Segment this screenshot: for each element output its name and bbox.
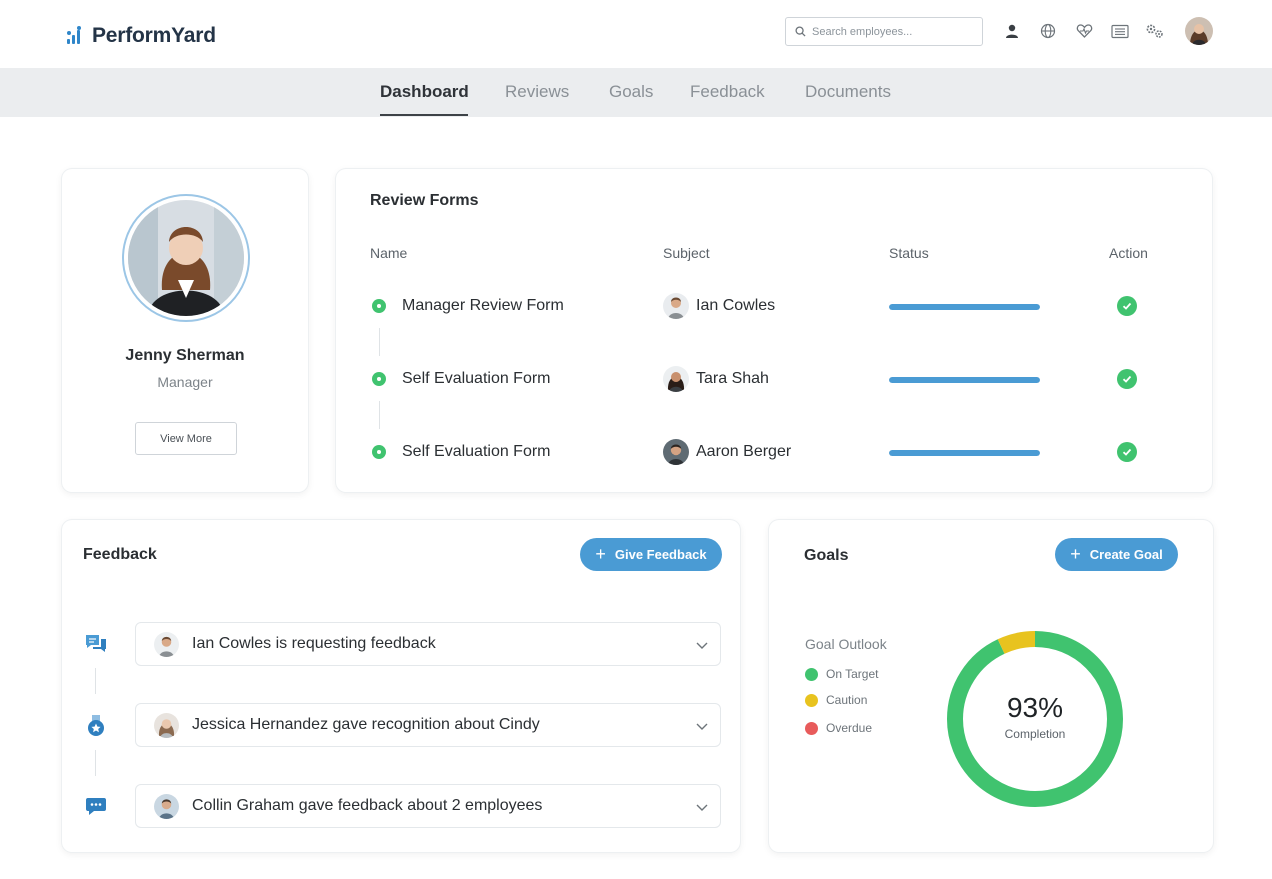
active-tab-indicator [380, 114, 468, 116]
legend-swatch [805, 667, 818, 681]
legend-swatch [805, 693, 818, 707]
plus-icon: + [595, 543, 606, 564]
subject-avatar [663, 366, 689, 392]
feedback-text: Jessica Hernandez gave recognition about… [192, 716, 540, 733]
goal-outlook-title: Goal Outlook [805, 636, 887, 652]
column-header-subject: Subject [663, 245, 710, 261]
user-avatar[interactable] [1185, 17, 1213, 45]
search-input[interactable] [812, 25, 972, 38]
check-icon[interactable] [1117, 369, 1137, 389]
check-icon[interactable] [1117, 442, 1137, 462]
legend-item-overdue: Overdue [805, 721, 872, 735]
form-name[interactable]: Self Evaluation Form [402, 370, 551, 387]
subject-avatar [663, 439, 689, 465]
completion-percent: 93% [1006, 692, 1064, 723]
view-more-button[interactable]: View More [135, 422, 237, 455]
list-icon[interactable] [1110, 21, 1130, 41]
subject-name[interactable]: Tara Shah [696, 370, 769, 387]
app-logo[interactable]: PerformYard [67, 24, 216, 48]
tab-documents[interactable]: Documents [805, 82, 891, 101]
give-feedback-button[interactable]: + Give Feedback [580, 538, 722, 571]
feedback-item[interactable]: Ian Cowles is requesting feedback [135, 622, 721, 666]
profile-photo [122, 194, 250, 322]
subject-name[interactable]: Aaron Berger [696, 443, 792, 460]
table-row[interactable]: Self Evaluation Form Aaron Berger [336, 437, 1212, 467]
timeline-connector [95, 750, 96, 776]
logo-mark-icon [67, 26, 87, 46]
status-dot-icon [372, 372, 386, 386]
legend-label: Overdue [826, 721, 873, 735]
review-forms-title: Review Forms [370, 192, 479, 209]
completion-label: Completion [1004, 727, 1066, 741]
heart-icon[interactable] [1074, 21, 1094, 41]
column-header-action: Action [1109, 245, 1148, 261]
column-header-status: Status [889, 245, 929, 261]
feedback-avatar [154, 713, 179, 738]
legend-item-on-target: On Target [805, 667, 878, 681]
feedback-item[interactable]: Collin Graham gave feedback about 2 empl… [135, 784, 721, 828]
tab-goals[interactable]: Goals [609, 82, 654, 101]
completion-donut-chart [947, 631, 1123, 807]
globe-icon[interactable] [1038, 21, 1058, 41]
create-goal-label: Create Goal [1089, 547, 1163, 562]
tab-dashboard[interactable]: Dashboard [380, 82, 469, 101]
person-icon[interactable] [1002, 21, 1022, 41]
donut-segment-caution [947, 631, 1123, 807]
legend-label: Caution [826, 693, 868, 707]
search-icon [795, 26, 806, 37]
check-icon[interactable] [1117, 296, 1137, 316]
tab-feedback[interactable]: Feedback [690, 82, 765, 101]
chat-bubbles-icon [83, 630, 109, 656]
timeline-connector [379, 328, 380, 356]
profile-role: Manager [157, 374, 213, 390]
medal-icon [83, 713, 109, 739]
feedback-text: Ian Cowles is requesting feedback [192, 635, 436, 652]
form-name[interactable]: Self Evaluation Form [402, 443, 551, 460]
give-feedback-label: Give Feedback [614, 547, 707, 562]
speech-bubble-icon [83, 793, 109, 819]
chevron-down-icon[interactable] [694, 637, 710, 653]
feedback-avatar [154, 632, 179, 657]
feedback-item[interactable]: Jessica Hernandez gave recognition about… [135, 703, 721, 747]
create-goal-button[interactable]: + Create Goal [1055, 538, 1178, 571]
top-header: PerformYard [0, 0, 1272, 68]
tab-reviews[interactable]: Reviews [505, 82, 570, 101]
progress-fill [889, 304, 1040, 310]
profile-card: Jenny Sherman Manager View More [62, 169, 308, 492]
progress-fill [889, 450, 1040, 456]
timeline-connector [379, 401, 380, 429]
review-forms-card: Review Forms Name Subject Status Action … [336, 169, 1212, 492]
status-dot-icon [372, 445, 386, 459]
profile-name: Jenny Sherman [125, 347, 245, 364]
status-progress-bar [889, 377, 1040, 383]
feedback-text: Collin Graham gave feedback about 2 empl… [192, 797, 543, 814]
chevron-down-icon[interactable] [694, 799, 710, 815]
status-progress-bar [889, 450, 1040, 456]
status-progress-bar [889, 304, 1040, 310]
table-row[interactable]: Self Evaluation Form Tara Shah [336, 364, 1212, 394]
plus-icon: + [1070, 543, 1081, 564]
legend-item-caution: Caution [805, 693, 867, 707]
app-name: PerformYard [92, 24, 216, 47]
legend-swatch [805, 721, 818, 735]
status-dot-icon [372, 299, 386, 313]
subject-avatar [663, 293, 689, 319]
subject-name[interactable]: Ian Cowles [696, 297, 776, 314]
progress-fill [889, 377, 1040, 383]
legend-label: On Target [826, 667, 879, 681]
search-box[interactable] [785, 17, 983, 46]
goals-title: Goals [804, 547, 849, 564]
main-nav: Dashboard Reviews Goals Feedback Documen… [0, 68, 1272, 117]
feedback-title: Feedback [83, 546, 157, 563]
form-name[interactable]: Manager Review Form [402, 297, 564, 314]
table-row[interactable]: Manager Review Form Ian Cowles [336, 291, 1212, 321]
feedback-card: Feedback + Give Feedback Ian Cowles is r… [62, 520, 740, 852]
feedback-avatar [154, 794, 179, 819]
gears-icon[interactable] [1145, 21, 1165, 41]
goals-card: Goals + Create Goal Goal Outlook On Targ… [769, 520, 1213, 852]
chevron-down-icon[interactable] [694, 718, 710, 734]
column-header-name: Name [370, 245, 408, 261]
timeline-connector [95, 668, 96, 694]
